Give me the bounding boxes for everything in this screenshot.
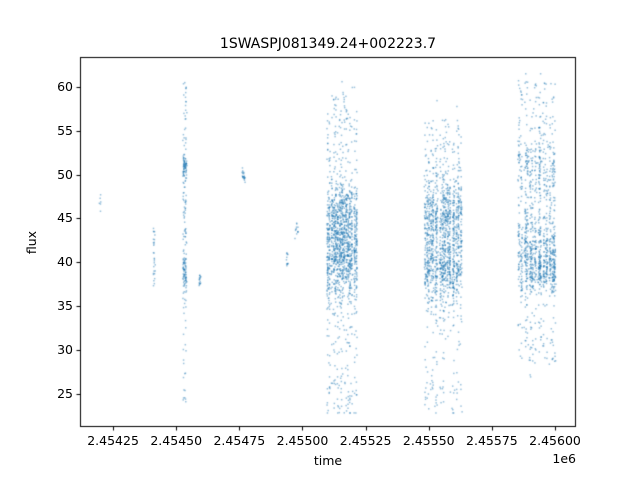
y-tick-label: 40 [57,254,73,270]
x-tick-label: 2.45525 [339,433,392,448]
x-tick-label: 2.45575 [466,433,518,448]
y-tick-label: 30 [57,341,73,357]
y-tick-label: 25 [57,385,73,401]
y-tick-label: 60 [57,78,73,94]
y-tick-label: 45 [57,210,73,226]
y-tick-label: 55 [57,122,73,138]
x-tick-label: 2.45425 [87,433,139,448]
x-axis-offset-label: 1e6 [552,451,576,466]
x-tick-label: 2.45600 [529,433,581,448]
y-tick-label: 35 [57,298,73,314]
x-tick-label: 2.45500 [276,433,329,448]
y-axis-label: flux [24,230,39,255]
x-tick-label: 2.45550 [402,433,455,448]
y-tick-label: 50 [57,166,73,182]
x-axis-label: time [313,453,343,468]
chart-title: 1SWASPJ081349.24+002223.7 [219,36,437,52]
x-tick-label: 2.45475 [213,433,266,448]
x-tick-label: 2.45450 [150,433,203,448]
